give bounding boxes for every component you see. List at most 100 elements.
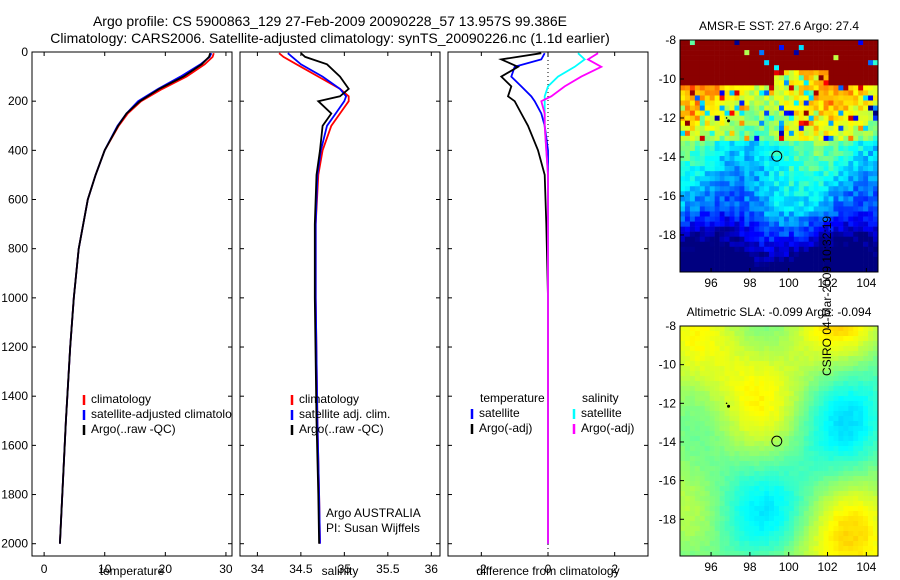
heatmap-cell [843, 105, 849, 111]
heatmap-cell [838, 371, 844, 377]
heatmap-cell [793, 70, 800, 76]
heatmap-cell [739, 521, 745, 527]
heatmap-cell [823, 181, 829, 187]
heatmap-cell [699, 521, 706, 527]
heatmap-cell [788, 70, 795, 76]
heatmap-cell [818, 231, 824, 237]
heatmap-cell [739, 211, 745, 217]
heatmap-cell [689, 130, 696, 137]
heatmap-cell [848, 145, 854, 152]
heatmap-cell [774, 501, 780, 507]
heatmap-cell [808, 181, 814, 187]
heatmap-cell [754, 226, 760, 232]
heatmap-cell [783, 226, 790, 232]
heatmap-cell [754, 386, 760, 392]
heatmap-cell [754, 546, 760, 552]
heatmap-cell [774, 526, 780, 532]
heatmap-cell [838, 361, 844, 367]
heatmap-cell [724, 461, 730, 467]
heatmap-cell [759, 466, 765, 472]
heatmap-cell [783, 231, 790, 237]
heatmap-cell [734, 166, 740, 172]
heatmap-cell [838, 551, 844, 557]
heatmap-cell [793, 135, 800, 142]
heatmap-cell [680, 521, 686, 527]
heatmap-cell [739, 496, 745, 502]
heatmap-cell [798, 431, 805, 437]
heatmap-cell [709, 45, 715, 51]
heatmap-cell [704, 401, 710, 407]
heatmap-cell [759, 241, 765, 248]
heatmap-cell [779, 236, 785, 243]
heatmap-cell [709, 216, 715, 222]
heatmap-cell [808, 481, 814, 487]
heatmap-cell [858, 216, 864, 222]
heatmap-cell [714, 491, 720, 497]
heatmap-cell [788, 326, 795, 332]
heatmap-cell [873, 406, 879, 412]
heatmap-cell [838, 80, 844, 86]
heatmap-cell [798, 140, 805, 147]
heatmap-cell [774, 391, 780, 397]
heatmap-cell [774, 70, 780, 76]
heatmap-cell [798, 181, 805, 187]
heatmap-cell [788, 266, 795, 273]
heatmap-cell [853, 496, 859, 502]
heatmap-cell [783, 90, 790, 96]
heatmap-cell [709, 266, 715, 273]
heatmap-cell [828, 366, 834, 372]
heatmap-cell [858, 236, 864, 243]
heatmap-cell [873, 176, 879, 182]
heatmap-cell [714, 60, 720, 66]
heatmap-cell [694, 156, 701, 162]
heatmap-cell [749, 80, 755, 86]
heatmap-cell [684, 526, 691, 532]
heatmap-cell [793, 456, 800, 462]
heatmap-cell [843, 456, 849, 462]
heatmap-cell [808, 536, 814, 542]
heatmap-cell [813, 421, 819, 427]
heatmap-cell [833, 366, 839, 372]
heatmap-cell [699, 436, 706, 442]
heatmap-cell [788, 516, 795, 522]
heatmap-cell [774, 191, 780, 197]
heatmap-cell [803, 326, 809, 332]
heatmap-cell [694, 411, 701, 417]
heatmap-cell [734, 186, 740, 192]
heatmap-cell [868, 346, 874, 352]
heatmap-cell [833, 511, 839, 517]
heatmap-cell [828, 85, 834, 91]
heatmap-cell [848, 471, 854, 477]
heatmap-cell [818, 436, 824, 442]
heatmap-cell [848, 526, 854, 532]
heatmap-cell [798, 541, 805, 547]
heatmap-cell [754, 80, 760, 86]
heatmap-cell [724, 416, 730, 422]
heatmap-cell [680, 381, 686, 387]
heatmap-cell [803, 40, 809, 46]
heatmap-cell [759, 176, 765, 182]
heatmap-cell [724, 466, 730, 472]
heatmap-cell [863, 521, 869, 527]
heatmap-cell [848, 50, 854, 56]
heatmap-cell [868, 140, 874, 147]
heatmap-cell [714, 421, 720, 427]
heatmap-cell [754, 381, 760, 387]
heatmap-cell [689, 346, 696, 352]
heatmap-cell [823, 511, 829, 517]
heatmap-cell [833, 211, 839, 217]
heatmap-cell [684, 150, 691, 157]
heatmap-cell [774, 331, 780, 337]
heatmap-cell [833, 75, 839, 81]
heatmap-cell [843, 145, 849, 152]
heatmap-cell [783, 166, 790, 172]
heatmap-cell [793, 186, 800, 192]
heatmap-cell [764, 135, 770, 142]
heatmap-cell [838, 201, 844, 207]
y-tick-label: -8 [665, 319, 676, 333]
heatmap-cell [764, 45, 770, 51]
heatmap-cell [783, 516, 790, 522]
heatmap-cell [788, 471, 795, 477]
heatmap-cell [759, 231, 765, 237]
heatmap-cell [873, 45, 879, 51]
